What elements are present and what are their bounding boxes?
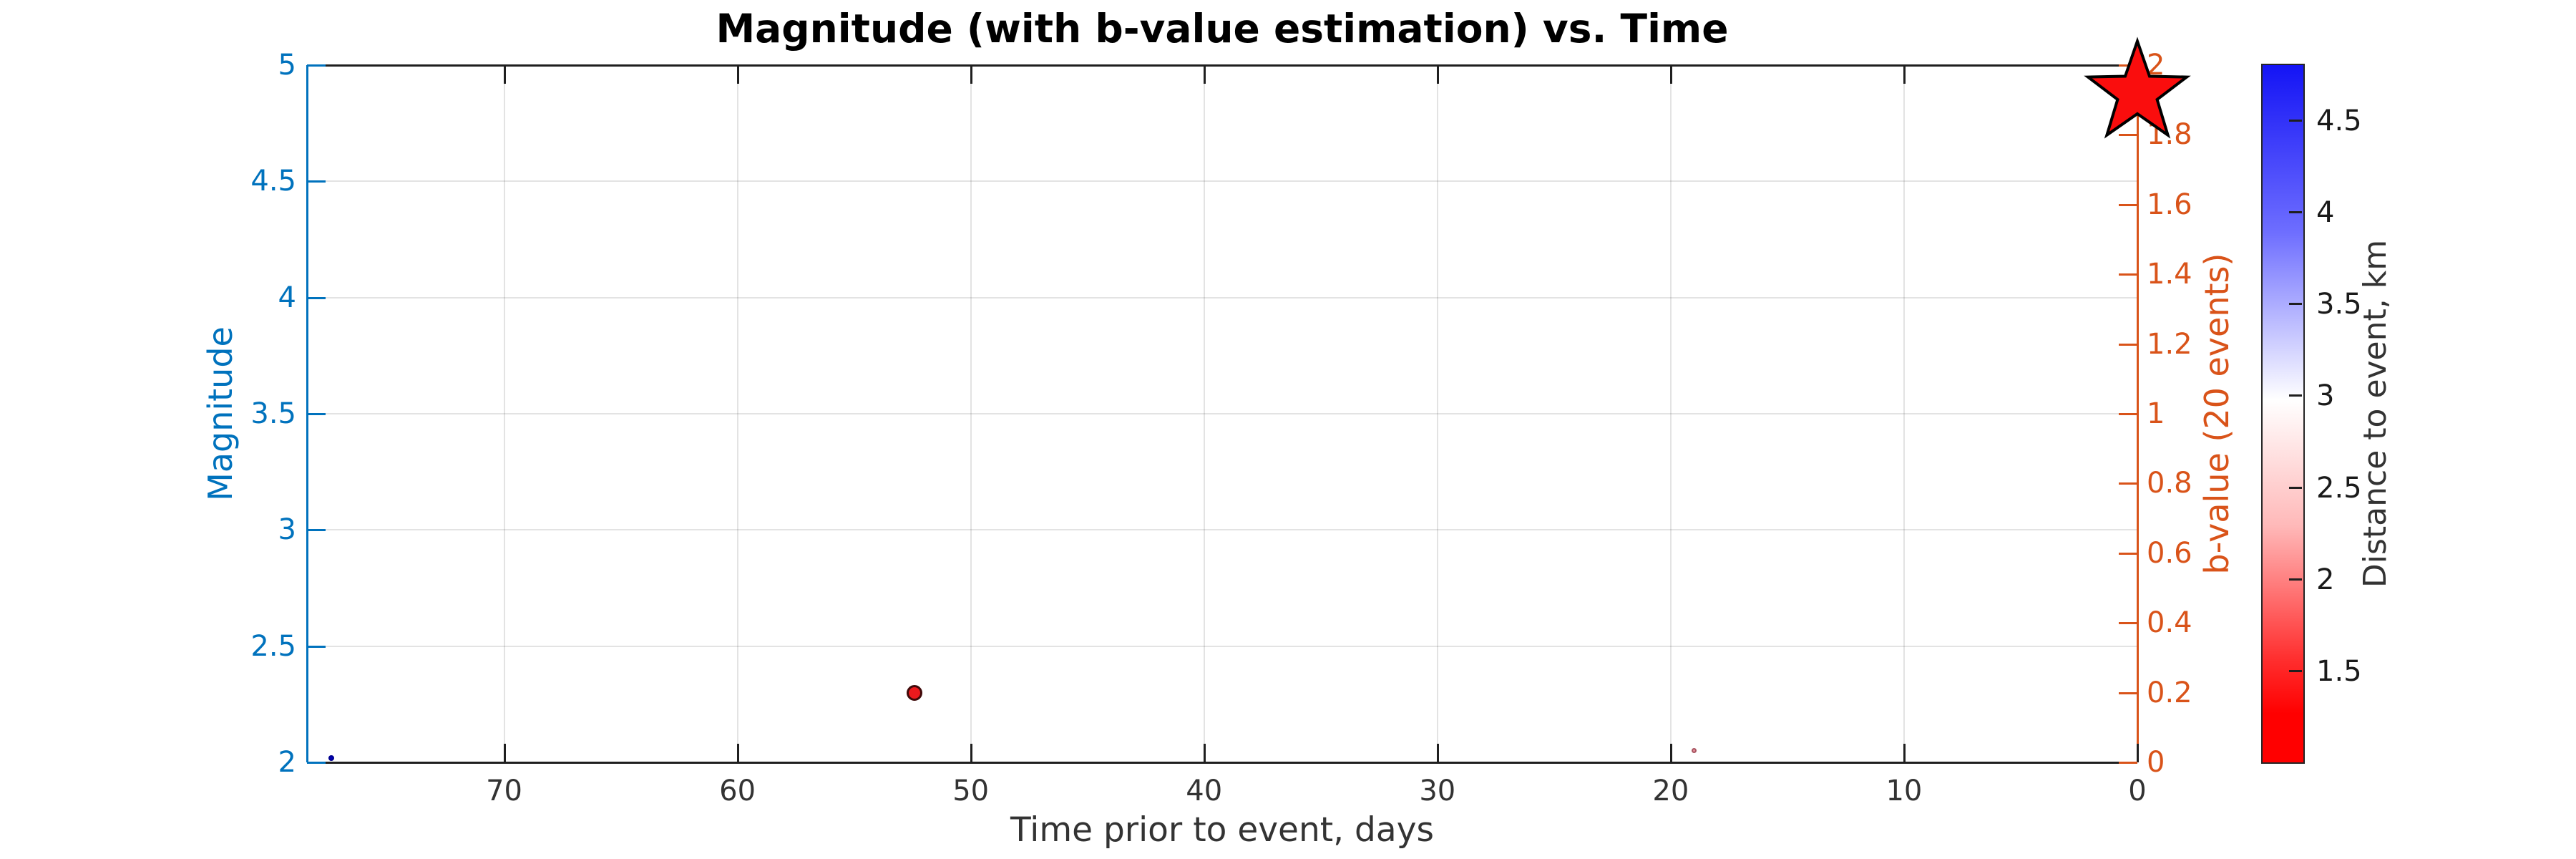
y-left-tick-label: 5 [278, 49, 296, 82]
y-left-tick-label: 2 [278, 746, 296, 779]
x-tick-label: 30 [1419, 775, 1456, 807]
x-tick-top [1669, 65, 1672, 84]
y-left-tick [307, 413, 326, 415]
mainshock-star-shape [2084, 37, 2191, 139]
y-right-tick-label: 0 [2147, 746, 2165, 779]
y-gridline [307, 296, 2137, 299]
x-tick-bottom [1669, 744, 1672, 762]
x-tick-bottom [1203, 744, 1206, 762]
y-right-tick-label: 0.6 [2147, 536, 2192, 570]
x-tick-top [1203, 65, 1206, 84]
x-gridline [736, 65, 738, 762]
x-tick-label: 70 [486, 775, 522, 807]
colorbar-tick-label: 2.5 [2316, 471, 2362, 505]
colorbar-tick-label: 1.5 [2316, 654, 2362, 688]
x-tick-top [503, 65, 506, 84]
y-right-tick-label: 1.6 [2147, 188, 2192, 221]
y-gridline [307, 529, 2137, 531]
y-right-tick [2119, 762, 2137, 764]
y-gridline [307, 180, 2137, 183]
y-left-tick-label: 2.5 [250, 629, 296, 663]
y-left-tick [307, 645, 326, 648]
y-left-tick [307, 762, 326, 764]
x-tick-bottom [1436, 744, 1439, 762]
x-tick-label: 0 [2128, 775, 2147, 807]
y-left-tick [307, 64, 326, 67]
x-gridline [503, 65, 505, 762]
y-right-tick [2119, 343, 2137, 346]
colorbar-tick-label: 4.5 [2316, 104, 2362, 137]
x-gridline [1436, 65, 1438, 762]
event-point [1691, 748, 1697, 754]
y-left-tick-label: 4.5 [250, 165, 296, 198]
x-tick-top [1436, 65, 1439, 84]
bottom-spine [307, 762, 2137, 764]
y-left-tick-label: 3 [278, 513, 296, 547]
colorbar-tick [2289, 486, 2302, 489]
y-right-tick [2119, 273, 2137, 276]
colorbar-gradient [2261, 64, 2305, 764]
colorbar-tick [2289, 303, 2302, 306]
y-left-tick [307, 180, 326, 183]
y-right-tick [2119, 552, 2137, 555]
colorbar-tick-label: 2 [2316, 563, 2335, 596]
y-left-tick-label: 4 [278, 281, 296, 314]
y-gridline [307, 413, 2137, 414]
colorbar-tick-label: 3 [2316, 379, 2335, 413]
x-tick-bottom [2137, 744, 2139, 762]
y-left-tick-label: 3.5 [250, 397, 296, 430]
colorbar-tick [2289, 578, 2302, 581]
colorbar-tick [2289, 119, 2302, 122]
y-right-tick [2119, 413, 2137, 415]
colorbar-tick [2289, 394, 2302, 397]
x-tick-label: 20 [1652, 775, 1689, 807]
y-right-tick-label: 1.4 [2147, 258, 2192, 291]
x-gridline [1203, 65, 1205, 762]
colorbar-tick [2289, 669, 2302, 672]
x-tick-label: 60 [719, 775, 756, 807]
top-spine [307, 64, 2137, 67]
colorbar-tick-label: 4 [2316, 196, 2335, 230]
x-tick-bottom [1903, 744, 1906, 762]
colorbar-tick [2289, 211, 2302, 214]
y-right-tick-label: 1 [2147, 397, 2165, 430]
x-axis-label: Time prior to event, days [1010, 810, 1434, 850]
y-gridline [307, 645, 2137, 647]
y-right-tick-label: 0.8 [2147, 467, 2192, 500]
x-tick-top [736, 65, 739, 84]
y-right-tick [2119, 134, 2137, 137]
x-tick-top [970, 65, 972, 84]
right-spine [2137, 65, 2139, 762]
x-gridline [1669, 65, 1672, 762]
event-point [907, 684, 923, 701]
y-right-tick-label: 0.2 [2147, 676, 2192, 709]
y-right-tick-label: 1.2 [2147, 327, 2192, 361]
y-left-tick [307, 296, 326, 299]
y-left-tick [307, 529, 326, 532]
x-tick-label: 40 [1186, 775, 1223, 807]
x-gridline [970, 65, 972, 762]
event-point [328, 754, 335, 761]
y-right-tick [2119, 691, 2137, 694]
y-right-tick-label: 0.4 [2147, 606, 2192, 640]
x-tick-bottom [970, 744, 972, 762]
x-tick-top [1903, 65, 1906, 84]
chart-title: Magnitude (with b-value estimation) vs. … [716, 6, 1729, 52]
x-tick-label: 50 [952, 775, 990, 807]
x-tick-bottom [736, 744, 739, 762]
mainshock-star-icon [2084, 37, 2191, 139]
x-tick-bottom [503, 744, 506, 762]
y-right-tick [2119, 622, 2137, 625]
y-right-tick [2119, 482, 2137, 485]
y-right-tick [2119, 203, 2137, 206]
x-tick-label: 10 [1885, 775, 1923, 807]
colorbar-tick-label: 3.5 [2316, 288, 2362, 321]
x-gridline [1903, 65, 1905, 762]
